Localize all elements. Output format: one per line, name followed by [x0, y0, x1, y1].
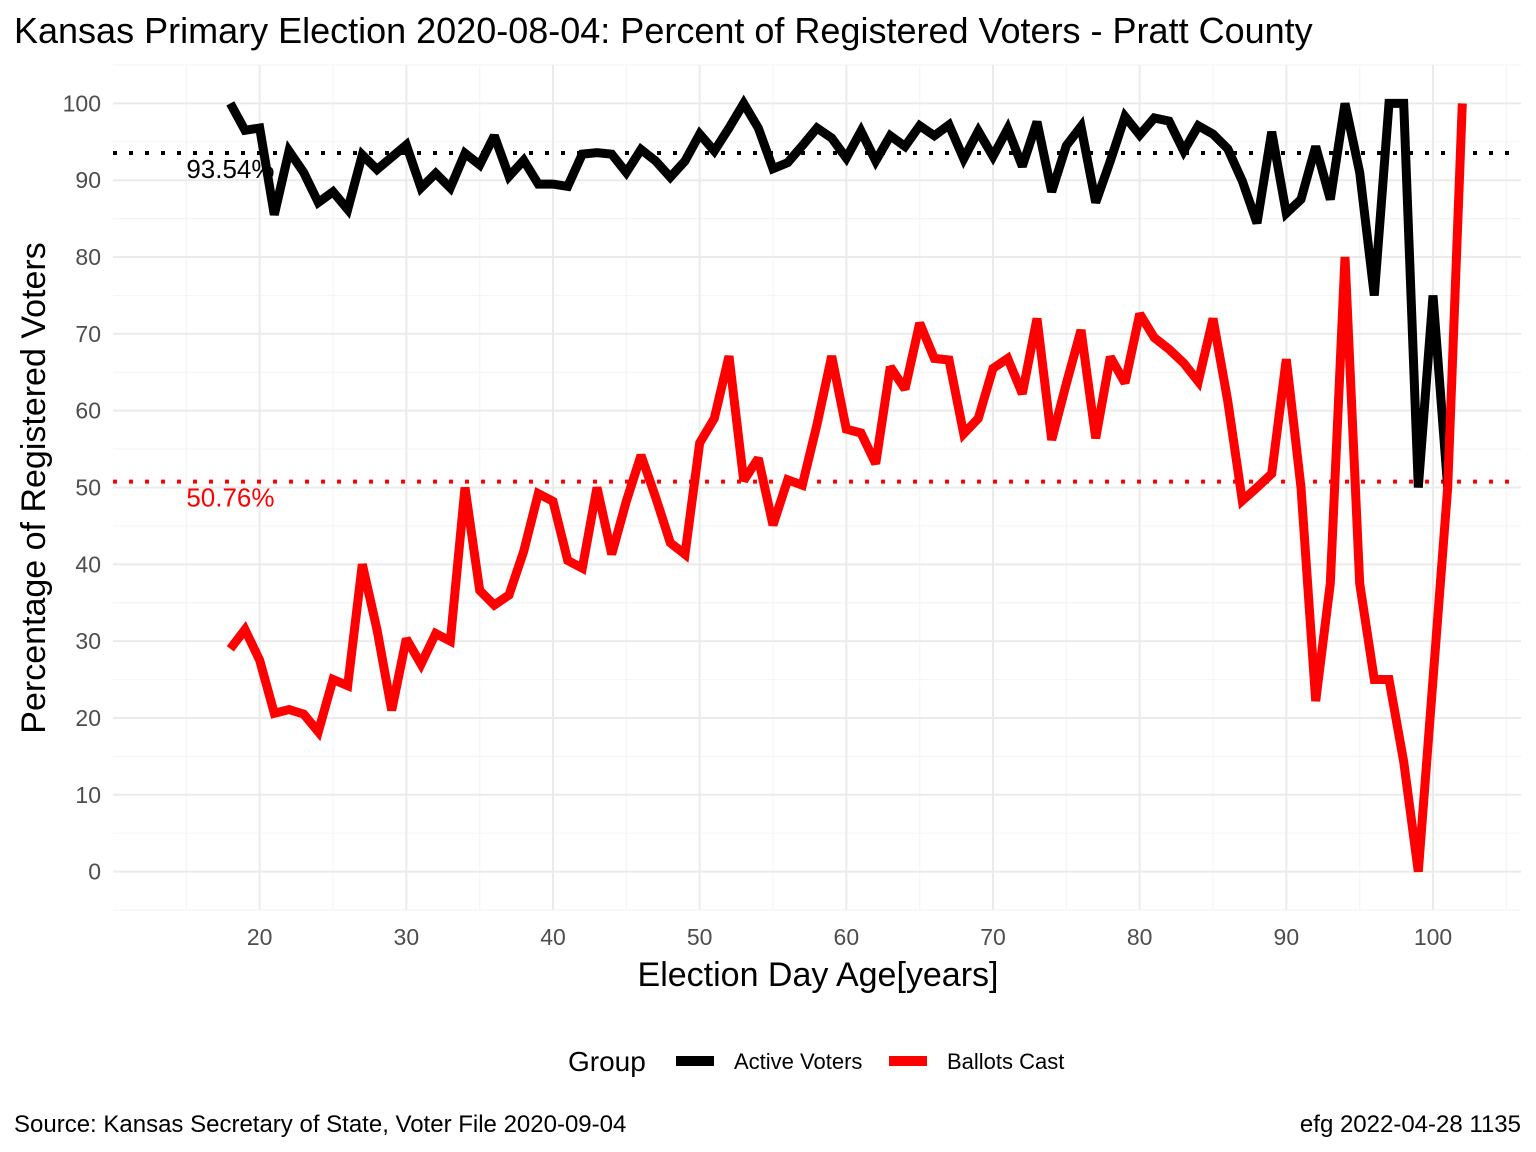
y-tick-label: 90 — [75, 167, 101, 193]
x-tick-label: 80 — [1127, 924, 1153, 950]
grid — [113, 64, 1521, 911]
axis-ticks: 20 30 40 50 60 70 80 90 100 0 10 20 30 40 50 60 70 80 90 10… — [63, 90, 1453, 950]
legend: Group Active Voters Ballots Cast — [568, 1046, 1064, 1077]
y-tick-label: 0 — [88, 859, 101, 885]
y-tick-label: 50 — [75, 475, 101, 501]
y-tick-label: 20 — [75, 705, 101, 731]
series-line-active-voters — [226, 94, 1453, 488]
y-tick-label: 80 — [75, 244, 101, 270]
x-tick-label: 90 — [1274, 924, 1300, 950]
reference-labels: 93.54% 50.76% — [186, 154, 274, 513]
mean-label-ballots-cast: 50.76% — [186, 483, 274, 513]
y-tick-label: 10 — [75, 782, 101, 808]
source-caption: Source: Kansas Secretary of State, Voter… — [14, 1111, 626, 1138]
y-tick-label: 100 — [63, 90, 101, 116]
y-tick-label: 70 — [75, 321, 101, 347]
credit-caption: efg 2022-04-28 1135 — [1300, 1111, 1521, 1138]
x-tick-label: 70 — [980, 924, 1006, 950]
x-tick-label: 20 — [247, 924, 273, 950]
y-tick-label: 30 — [75, 628, 101, 654]
chart-title: Kansas Primary Election 2020-08-04: Perc… — [14, 10, 1313, 51]
x-axis-title: Election Day Age[years] — [638, 956, 999, 994]
reference-lines — [113, 151, 1521, 484]
y-axis-title: Percentage of Registered Voters — [15, 242, 53, 733]
x-tick-label: 40 — [540, 924, 566, 950]
legend-label-active-voters: Active Voters — [734, 1049, 862, 1074]
y-tick-label: 40 — [75, 551, 101, 577]
plot-series — [226, 94, 1467, 873]
legend-title: Group — [568, 1046, 646, 1077]
x-tick-label: 60 — [834, 924, 860, 950]
legend-label-ballots-cast: Ballots Cast — [947, 1049, 1064, 1074]
mean-label-active-voters: 93.54% — [186, 154, 274, 184]
y-tick-label: 60 — [75, 398, 101, 424]
x-tick-label: 30 — [394, 924, 420, 950]
series-line-ballots-cast — [226, 103, 1467, 873]
x-tick-label: 50 — [687, 924, 713, 950]
x-tick-label: 100 — [1414, 924, 1452, 950]
